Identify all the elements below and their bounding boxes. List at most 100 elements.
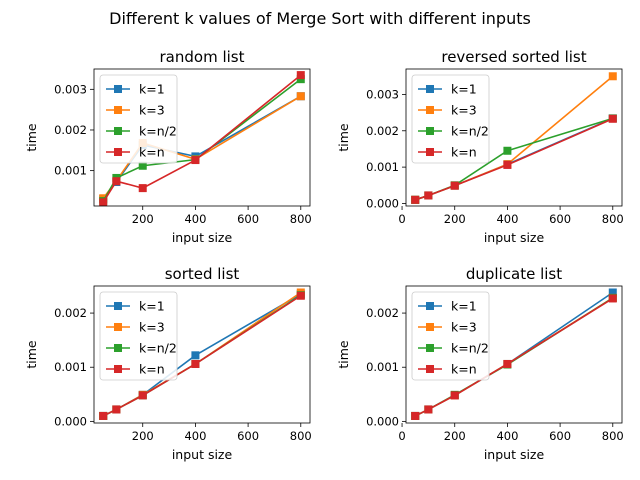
y-axis-label: time — [336, 340, 351, 369]
legend-marker — [426, 302, 434, 310]
legend-marker — [114, 106, 122, 114]
data-point — [191, 156, 200, 165]
x-tick-label: 800 — [290, 212, 312, 226]
legend-label: k=1 — [451, 82, 477, 97]
legend-marker — [114, 148, 122, 156]
data-point — [296, 291, 305, 300]
data-point — [191, 359, 200, 368]
y-tick-label: 0.002 — [54, 123, 87, 137]
legend-marker — [114, 302, 122, 310]
legend-marker — [426, 344, 434, 352]
legend-label: k=n/2 — [451, 341, 489, 356]
data-point — [138, 391, 147, 400]
y-axis-label: time — [24, 340, 39, 369]
legend-label: k=n/2 — [139, 124, 177, 139]
data-point — [608, 288, 617, 297]
data-point — [503, 160, 512, 169]
legend-label: k=3 — [451, 103, 477, 118]
data-point — [450, 391, 459, 400]
subplot-1: random list 200 400 600 800 0.001 0.002 0.003 in… — [24, 48, 312, 245]
data-point — [112, 405, 121, 414]
legend-box — [99, 74, 178, 164]
legend-marker — [114, 127, 122, 135]
x-axis-label: input size — [484, 230, 545, 245]
y-axis-label: time — [336, 123, 351, 152]
x-tick-label: 800 — [602, 212, 624, 226]
y-tick-label: 0.001 — [366, 160, 399, 174]
x-tick-label: 200 — [444, 212, 466, 226]
data-point — [112, 177, 121, 186]
x-axis-label: input size — [172, 447, 233, 462]
x-tick-label: 400 — [184, 212, 206, 226]
x-tick-label: 400 — [496, 429, 518, 443]
legend-box — [99, 291, 178, 381]
legend-label: k=1 — [451, 299, 477, 314]
data-point — [411, 411, 420, 420]
legend-marker — [426, 148, 434, 156]
legend-marker — [426, 127, 434, 135]
subplot-4: duplicate list 0 200 400 600 800 0.000 0.001 0.0… — [336, 265, 624, 462]
data-point — [296, 71, 305, 80]
x-tick-label: 600 — [237, 212, 259, 226]
legend-marker — [426, 365, 434, 373]
data-point — [138, 161, 147, 170]
x-tick-label: 600 — [549, 212, 571, 226]
subplot-3: sorted list 200 400 600 800 0.000 0.001 0.002 in… — [24, 265, 312, 462]
data-point — [450, 181, 459, 190]
y-tick-label: 0.000 — [366, 414, 399, 428]
data-point — [503, 146, 512, 155]
y-tick-label: 0.001 — [54, 360, 87, 374]
x-tick-label: 200 — [444, 429, 466, 443]
subplot-2: reversed sorted list 0 200 400 600 800 0.000 0.… — [336, 48, 624, 245]
legend-marker — [114, 85, 122, 93]
y-tick-label: 0.003 — [54, 82, 87, 96]
y-tick-label: 0.002 — [54, 306, 87, 320]
data-point — [424, 191, 433, 200]
data-point — [191, 351, 200, 360]
series-group — [411, 72, 617, 204]
legend-label: k=3 — [451, 320, 477, 335]
legend-box — [411, 74, 490, 164]
plot-frame — [405, 68, 623, 207]
x-tick-label: 800 — [290, 429, 312, 443]
legend-marker — [114, 344, 122, 352]
data-point — [99, 411, 108, 420]
x-tick-label: 0 — [398, 429, 405, 443]
legend-label: k=3 — [139, 103, 165, 118]
y-axis-label: time — [24, 123, 39, 152]
legend-label: k=n — [451, 362, 477, 377]
x-tick-label: 400 — [496, 212, 518, 226]
subplot-title: random list — [160, 48, 245, 66]
x-tick-label: 200 — [132, 429, 154, 443]
subplot-title: sorted list — [165, 265, 240, 283]
data-point — [608, 294, 617, 303]
x-tick-label: 600 — [237, 429, 259, 443]
legend-label: k=n — [451, 145, 477, 160]
series-group — [411, 288, 617, 420]
legend: k=1 k=3 k=n/2 k=n — [99, 74, 178, 164]
data-point — [608, 114, 617, 123]
legend-box — [411, 291, 490, 381]
legend-label: k=1 — [139, 82, 165, 97]
subplot-title: duplicate list — [466, 265, 562, 283]
subplot-title: reversed sorted list — [441, 48, 586, 66]
legend-label: k=1 — [139, 299, 165, 314]
plot-frame — [93, 285, 311, 424]
data-point — [424, 405, 433, 414]
legend-marker — [114, 323, 122, 331]
figure-title: Different k values of Merge Sort with di… — [109, 9, 531, 28]
legend: k=1 k=3 k=n/2 k=n — [99, 291, 178, 381]
legend: k=1 k=3 k=n/2 k=n — [411, 74, 490, 164]
data-point — [411, 195, 420, 204]
legend-marker — [426, 323, 434, 331]
plot-frame — [93, 68, 311, 207]
data-point — [608, 72, 617, 81]
legend-label: k=n — [139, 145, 165, 160]
data-point — [296, 75, 305, 84]
legend-marker — [426, 85, 434, 93]
data-point — [296, 92, 305, 101]
data-point — [503, 359, 512, 368]
y-tick-label: 0.002 — [366, 306, 399, 320]
series-group — [99, 71, 305, 206]
